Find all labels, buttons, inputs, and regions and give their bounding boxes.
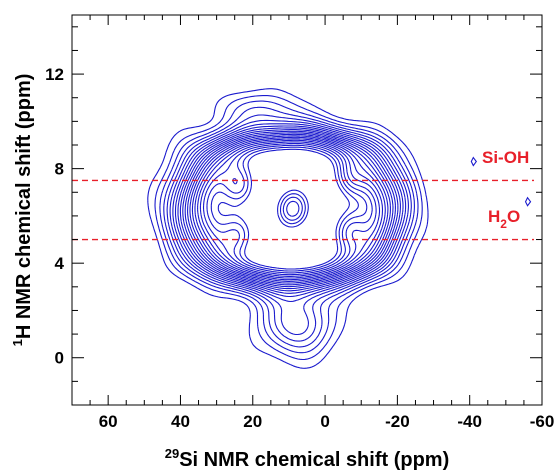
ref-label-water: H2O — [488, 207, 520, 231]
contour-level — [159, 100, 419, 354]
contour-level — [177, 127, 401, 294]
contour-level — [182, 130, 396, 290]
contour-level — [147, 88, 429, 369]
x-tick-label: -60 — [530, 412, 555, 431]
y-tick-label: 8 — [55, 160, 64, 179]
contour-marker — [524, 196, 532, 207]
contour-level — [154, 95, 423, 361]
y-tick-label: 12 — [45, 65, 64, 84]
x-tick-label: -20 — [385, 412, 410, 431]
contour-level — [184, 132, 394, 288]
x-tick-label: 0 — [320, 412, 329, 431]
contour-level — [189, 135, 389, 284]
contour-level — [210, 146, 359, 272]
contour-level — [187, 133, 391, 286]
y-tick-label: 4 — [55, 254, 65, 273]
contour-level — [199, 141, 377, 277]
contour-level — [191, 136, 386, 282]
x-tick-label: -40 — [457, 412, 482, 431]
x-tick-label: 40 — [171, 412, 190, 431]
contour-lines — [147, 88, 429, 369]
contour-marker — [470, 156, 477, 167]
contour-level — [174, 125, 404, 298]
contour-level — [217, 148, 350, 270]
x-axis-ticks: 60 40 20 0 -20 -40 -60 — [71, 15, 555, 431]
y-tick-label: 0 — [55, 349, 64, 368]
marker-group — [470, 156, 532, 207]
contour-level — [197, 139, 381, 279]
x-tick-label: 60 — [99, 412, 118, 431]
contour-level — [206, 144, 368, 274]
y-axis-ticks: 0 4 8 12 — [45, 26, 542, 406]
reference-lines — [72, 179, 534, 241]
contour-level — [169, 119, 409, 336]
contour-level — [163, 106, 415, 348]
contour-level — [179, 129, 399, 292]
x-tick-label: 20 — [243, 412, 262, 431]
contour-level — [166, 114, 412, 342]
contour-level — [194, 138, 384, 281]
plot-frame — [71, 14, 543, 406]
contour-level — [202, 142, 373, 276]
y-axis-title: 1H NMR chemical shift (ppm) — [10, 74, 35, 347]
ref-label-sioh: Si-OH — [482, 148, 529, 167]
contour-level — [172, 123, 407, 303]
x-axis-title: 29Si NMR chemical shift (ppm) — [165, 446, 450, 471]
